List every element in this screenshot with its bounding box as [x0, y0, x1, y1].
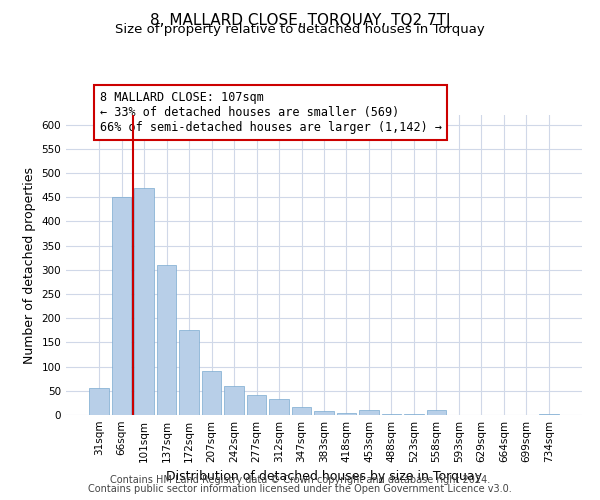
Text: Contains HM Land Registry data © Crown copyright and database right 2024.: Contains HM Land Registry data © Crown c…: [110, 475, 490, 485]
Bar: [89, 388, 109, 415]
Bar: [112, 198, 131, 415]
Bar: [224, 386, 244, 415]
Bar: [314, 411, 334, 415]
X-axis label: Distribution of detached houses by size in Torquay: Distribution of detached houses by size …: [166, 470, 482, 484]
Bar: [269, 399, 289, 415]
Bar: [292, 407, 311, 415]
Bar: [539, 414, 559, 415]
Bar: [157, 265, 176, 415]
Text: Size of property relative to detached houses in Torquay: Size of property relative to detached ho…: [115, 22, 485, 36]
Bar: [382, 414, 401, 415]
Text: Contains public sector information licensed under the Open Government Licence v3: Contains public sector information licen…: [88, 484, 512, 494]
Bar: [359, 410, 379, 415]
Bar: [427, 410, 446, 415]
Bar: [134, 188, 154, 415]
Y-axis label: Number of detached properties: Number of detached properties: [23, 166, 36, 364]
Bar: [202, 372, 221, 415]
Bar: [179, 330, 199, 415]
Text: 8, MALLARD CLOSE, TORQUAY, TQ2 7TJ: 8, MALLARD CLOSE, TORQUAY, TQ2 7TJ: [150, 12, 450, 28]
Bar: [404, 414, 424, 415]
Text: 8 MALLARD CLOSE: 107sqm
← 33% of detached houses are smaller (569)
66% of semi-d: 8 MALLARD CLOSE: 107sqm ← 33% of detache…: [100, 91, 442, 134]
Bar: [247, 394, 266, 415]
Bar: [337, 412, 356, 415]
